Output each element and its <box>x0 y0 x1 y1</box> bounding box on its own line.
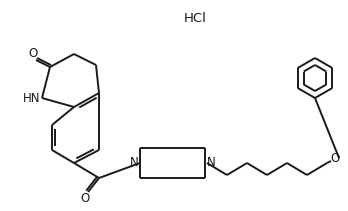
Text: O: O <box>80 192 90 206</box>
Text: HCl: HCl <box>183 12 206 24</box>
Text: HN: HN <box>23 92 41 104</box>
Text: O: O <box>330 153 340 165</box>
Text: O: O <box>29 46 38 60</box>
Text: N: N <box>207 157 215 169</box>
Text: N: N <box>129 157 139 169</box>
